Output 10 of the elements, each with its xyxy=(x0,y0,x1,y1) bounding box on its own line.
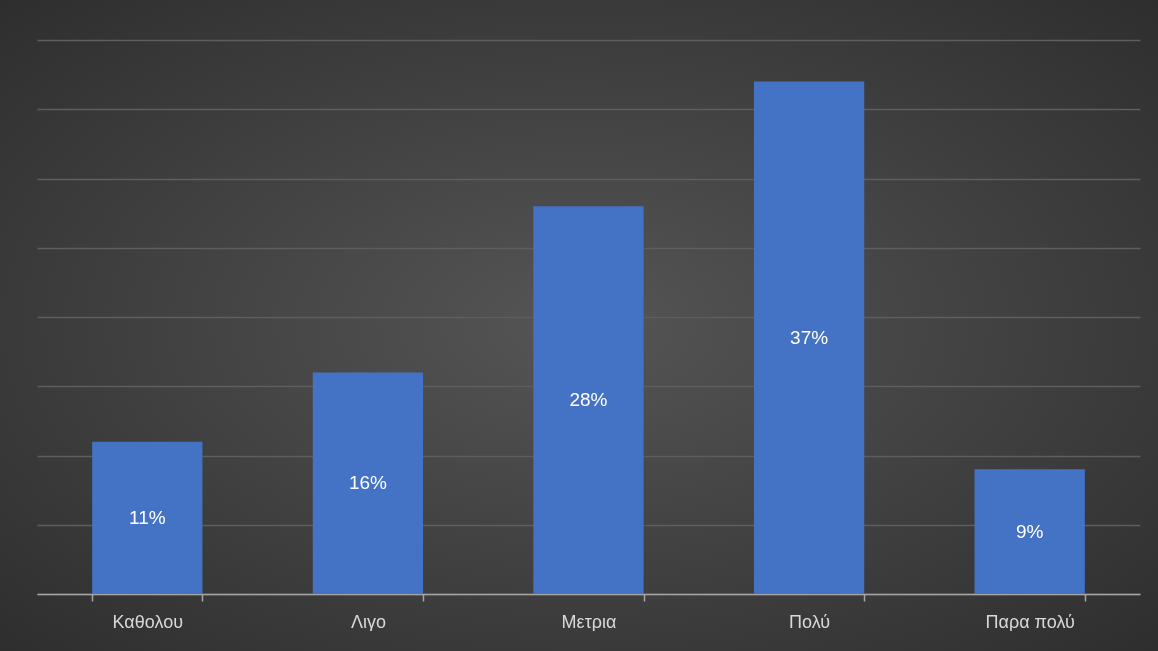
data-label: 37% xyxy=(790,326,829,348)
x-tick-label: Πολύ xyxy=(789,611,831,632)
data-label: 9% xyxy=(1015,520,1044,542)
data-label: 16% xyxy=(348,472,388,494)
x-tick-label: Λιγο xyxy=(350,611,386,632)
data-label: 11% xyxy=(128,506,166,528)
x-tick-label: Παρα πολύ xyxy=(985,611,1075,632)
x-tick-label: Μετρια xyxy=(561,611,617,632)
data-label: 28% xyxy=(569,389,608,411)
x-tick-label: Καθολου xyxy=(112,611,184,632)
